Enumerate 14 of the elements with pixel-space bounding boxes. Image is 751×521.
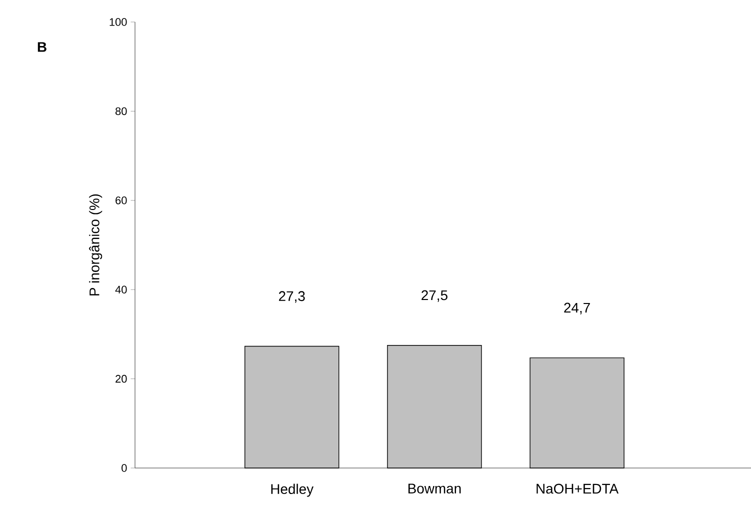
- x-tick-label: NaOH+EDTA: [536, 484, 619, 494]
- y-tick-label: 20: [116, 374, 127, 383]
- y-tick-label: 40: [115, 286, 127, 294]
- y-axis-title: P inorgânico (%): [89, 194, 102, 296]
- data-label: 27,5: [422, 290, 448, 302]
- y-tick-label: 0: [122, 464, 127, 472]
- y-tick-label: 60: [116, 196, 127, 204]
- x-tick-label: Hedley: [271, 484, 314, 497]
- data-label: 24,7: [564, 302, 590, 314]
- text: B: [38, 42, 46, 52]
- y-tick-label: 80: [116, 107, 127, 116]
- data-label: 27,3: [278, 291, 305, 303]
- y-tick-label: 100: [110, 18, 127, 26]
- x-tick-label: Bowman: [408, 484, 461, 494]
